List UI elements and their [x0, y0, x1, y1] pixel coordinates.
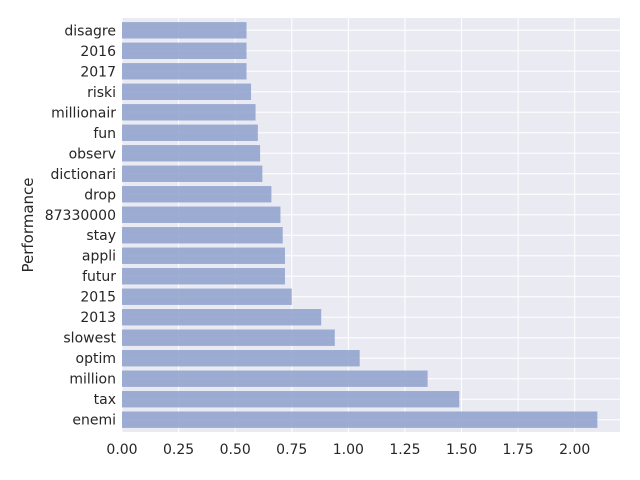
bar-riski: [122, 83, 252, 100]
bar-fun: [122, 124, 258, 141]
y-tick-label: 2013: [80, 310, 116, 326]
bar-2016: [122, 42, 247, 59]
bar-futur: [122, 268, 285, 285]
y-tick-label: 87330000: [45, 208, 116, 224]
bar-dictionari: [122, 165, 263, 182]
y-tick-label: dictionari: [50, 167, 116, 183]
bar-drop: [122, 186, 272, 203]
y-tick-label: tax: [94, 392, 116, 408]
x-tick-label: 1.50: [446, 442, 477, 458]
bar-enemi: [122, 411, 598, 428]
x-tick-label: 0.50: [220, 442, 251, 458]
bar-appli: [122, 247, 285, 264]
plot-area: [122, 18, 620, 432]
y-tick-label: drop: [84, 187, 116, 203]
bar-2017: [122, 63, 247, 80]
x-tick-label: 1.00: [333, 442, 364, 458]
bars: [122, 22, 598, 428]
y-tick-label: 2017: [80, 64, 116, 80]
y-tick-label: riski: [87, 85, 116, 101]
x-tick-label: 1.25: [389, 442, 420, 458]
bar-2015: [122, 288, 292, 305]
x-tick-labels: 0.00 0.25 0.50 0.75 1.00 1.25 1.50 1.75 2.00: [106, 442, 590, 458]
bar-millionair: [122, 104, 256, 121]
y-tick-label: enemi: [72, 413, 116, 429]
y-tick-label: million: [69, 372, 116, 388]
bar-slowest: [122, 329, 335, 346]
bar-stay: [122, 227, 283, 244]
bar-million: [122, 370, 428, 387]
bar-observ: [122, 145, 261, 162]
y-tick-label: fun: [93, 126, 116, 142]
y-tick-label: futur: [82, 269, 116, 285]
y-tick-label: appli: [82, 249, 116, 265]
y-tick-label: slowest: [63, 331, 116, 347]
x-tick-label: 0.75: [276, 442, 307, 458]
bar-87330000: [122, 206, 281, 223]
bar-disagre: [122, 22, 247, 39]
y-tick-labels: enemi tax million optim slowest 2013 2015 futur…: [45, 23, 117, 428]
y-tick-label: optim: [76, 351, 116, 367]
x-tick-label: 0.00: [106, 442, 137, 458]
x-tick-label: 0.25: [163, 442, 194, 458]
y-tick-label: millionair: [51, 105, 116, 121]
bar-optim: [122, 350, 360, 367]
y-tick-label: 2015: [80, 290, 116, 306]
y-axis-label: Performance: [19, 177, 37, 272]
bar-2013: [122, 309, 322, 326]
x-tick-label: 2.00: [559, 442, 590, 458]
x-tick-label: 1.75: [503, 442, 534, 458]
y-tick-label: observ: [69, 146, 116, 162]
y-tick-label: disagre: [64, 23, 116, 39]
y-tick-label: stay: [86, 228, 116, 244]
bar-tax: [122, 391, 460, 408]
y-tick-label: 2016: [80, 44, 116, 60]
